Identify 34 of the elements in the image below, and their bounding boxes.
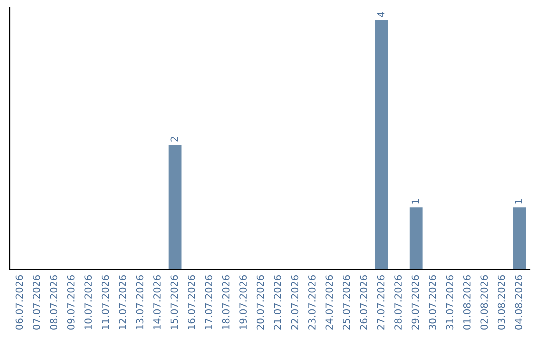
- x-tick-label: 30.07.2026: [429, 275, 436, 330]
- x-tick-label: 29.07.2026: [412, 275, 420, 330]
- x-tick-label: 08.07.2026: [50, 275, 58, 330]
- x-tick-label: 23.07.2026: [308, 275, 316, 330]
- x-tick-label: 24.07.2026: [326, 275, 334, 330]
- x-tick-label: 15.07.2026: [170, 275, 178, 330]
- x-tick-label: 11.07.2026: [102, 275, 110, 330]
- data-label: 1: [412, 200, 420, 204]
- x-tick-label: 06.07.2026: [16, 275, 24, 330]
- x-tick-label: 21.07.2026: [274, 275, 282, 330]
- x-tick-label: 04.08.2026: [515, 275, 522, 330]
- data-label: 1: [515, 200, 522, 204]
- x-tick-label: 09.07.2026: [67, 275, 75, 330]
- data-label: 4: [378, 12, 385, 18]
- x-tick-label: 27.07.2026: [377, 275, 385, 330]
- x-tick-label: 07.07.2026: [33, 275, 40, 330]
- x-tick-label: 03.08.2026: [498, 275, 506, 330]
- data-label: 2: [170, 137, 178, 142]
- x-tick-label: 13.07.2026: [136, 275, 144, 330]
- x-tick-label: 17.07.2026: [205, 275, 213, 330]
- x-tick-label: 26.07.2026: [360, 275, 368, 330]
- x-tick-label: 28.07.2026: [394, 275, 402, 330]
- x-tick-label: 31.07.2026: [446, 275, 454, 330]
- x-tick-label: 10.07.2026: [84, 275, 92, 330]
- x-tick-label: 18.07.2026: [222, 275, 230, 330]
- x-tick-label: 14.07.2026: [154, 275, 161, 330]
- x-tick-label: 25.07.2026: [342, 275, 350, 330]
- x-tick-label: 20.07.2026: [256, 275, 264, 330]
- x-tick-label: 16.07.2026: [188, 275, 196, 330]
- x-tick-label: 19.07.2026: [240, 275, 247, 330]
- x-tick-label: 01.08.2026: [463, 275, 471, 330]
- x-tick-label: 22.07.2026: [291, 275, 299, 330]
- x-tick-label: 02.08.2026: [480, 275, 488, 330]
- x-tick-label: 12.07.2026: [119, 275, 126, 330]
